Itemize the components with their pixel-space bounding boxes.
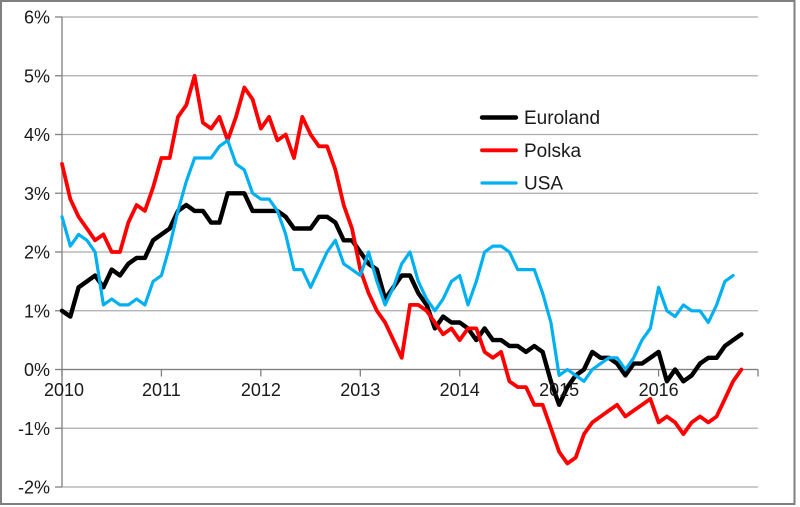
legend-label-euroland: Euroland — [524, 108, 600, 129]
y-axis-labels: 6% 5% 4% 3% 2% 1% 0% -1% -2% — [18, 8, 50, 498]
x-axis-labels: 2010 2011 2012 2013 2014 2015 2016 — [44, 380, 679, 400]
series-line-polska — [60, 73, 744, 466]
legend: Euroland Polska USA — [479, 108, 600, 195]
y-axis-label: -1% — [18, 419, 50, 439]
x-axis-label: 2015 — [539, 380, 579, 400]
x-axis-label: 2014 — [440, 380, 480, 400]
y-axis-label: 1% — [24, 301, 50, 321]
y-axis-label: -2% — [18, 478, 50, 498]
y-axis-label: 6% — [24, 8, 50, 28]
legend-label-polska: Polska — [524, 141, 581, 162]
y-axis-label: 0% — [24, 360, 50, 380]
series-lines — [59, 73, 744, 466]
x-axis-label: 2013 — [340, 380, 380, 400]
series-line-euroland — [59, 191, 744, 407]
y-axis-label: 3% — [24, 184, 50, 204]
axes — [55, 16, 759, 488]
x-axis-label: 2012 — [241, 380, 281, 400]
series-line-usa — [60, 138, 735, 383]
y-axis-label: 2% — [24, 243, 50, 263]
y-axis-label: 4% — [24, 125, 50, 145]
x-axis-label: 2010 — [44, 380, 84, 400]
gridlines — [62, 16, 758, 488]
x-axis-label: 2011 — [142, 380, 181, 400]
legend-label-usa: USA — [524, 174, 563, 195]
y-axis-label: 5% — [24, 66, 50, 86]
x-axis-label: 2016 — [639, 380, 679, 400]
